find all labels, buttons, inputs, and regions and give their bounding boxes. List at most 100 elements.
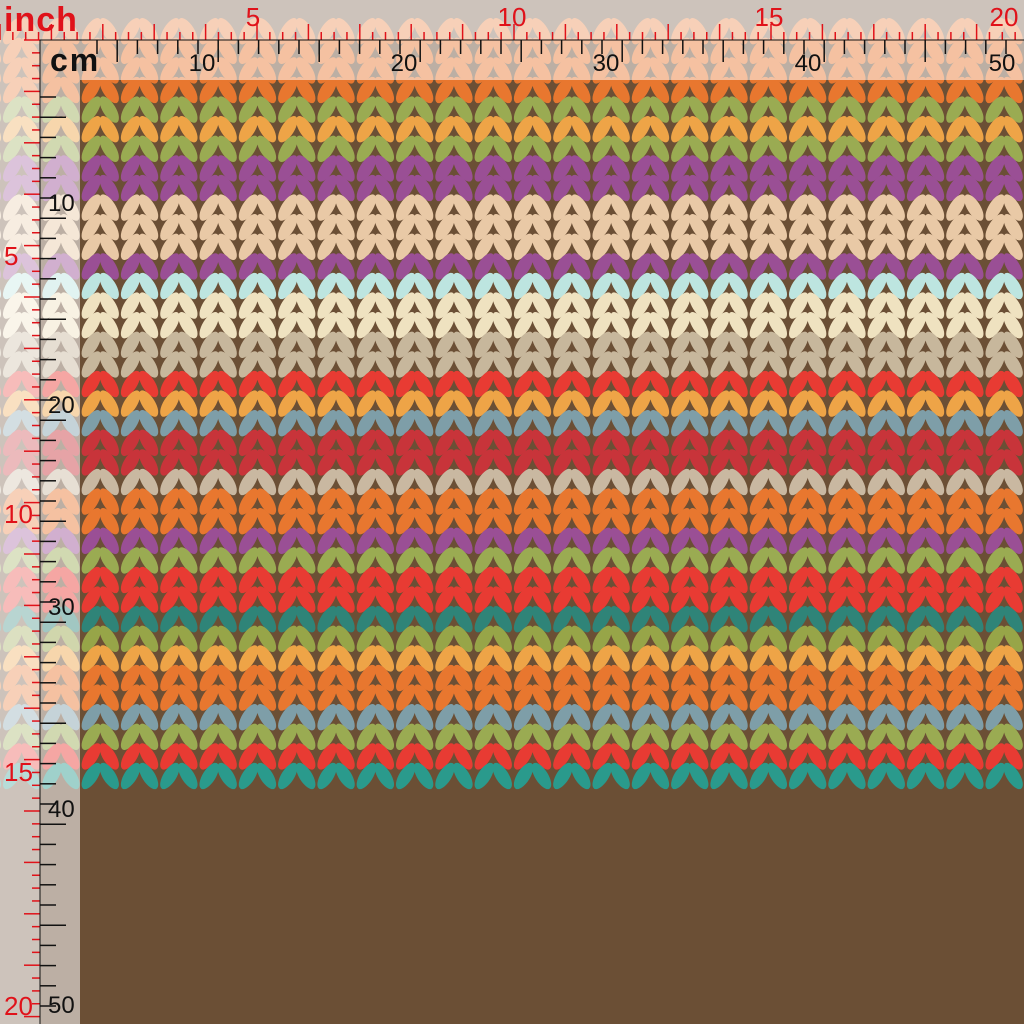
- knit-stitch-half: [767, 410, 788, 437]
- knit-stitch-half: [906, 135, 927, 162]
- knit-stitch-half: [120, 508, 141, 535]
- knit-stitch-half: [474, 312, 494, 339]
- knit-stitch-half: [689, 253, 709, 280]
- knit-stitch-half: [671, 429, 691, 456]
- knit-stitch-half: [867, 76, 887, 104]
- knit-stitch-half: [828, 233, 848, 260]
- knit-stitch-half: [238, 312, 259, 339]
- knit-stitch-half: [120, 272, 141, 300]
- knit-stitch-half: [828, 214, 848, 241]
- knit-stitch-half: [806, 214, 827, 241]
- knit-stitch-half: [217, 233, 237, 260]
- knit-stitch-half: [649, 449, 670, 476]
- knit-stitch-half: [631, 272, 652, 300]
- knit-stitch-half: [317, 488, 337, 515]
- knit-stitch-half: [610, 449, 630, 476]
- knit-stitch-half: [1003, 312, 1023, 339]
- knit-stitch-half: [828, 429, 848, 456]
- knit-stitch-half: [178, 116, 198, 143]
- knit-stitch-half: [435, 214, 455, 241]
- knit-stitch-half: [846, 312, 866, 339]
- knit-stitch-half: [592, 76, 612, 104]
- knit-stitch-half: [413, 194, 434, 221]
- knit-stitch-half: [160, 96, 180, 123]
- knit-stitch-half: [946, 390, 966, 417]
- knit-stitch-half: [199, 155, 219, 182]
- knit-stitch-half: [296, 331, 316, 358]
- knit-stitch-half: [199, 429, 219, 456]
- knit-stitch-half: [199, 468, 219, 496]
- knit-stitch-half: [492, 410, 512, 437]
- knit-stitch-half: [806, 508, 827, 535]
- knit-stitch-half: [453, 508, 473, 535]
- knit-stitch-half: [964, 468, 984, 496]
- knit-stitch-half: [671, 312, 691, 339]
- knit-stitch-half: [553, 566, 573, 594]
- knit-stitch-half: [788, 312, 809, 339]
- knit-stitch-half: [867, 370, 887, 398]
- knit-stitch-half: [553, 214, 573, 241]
- knit-stitch-half: [256, 253, 277, 280]
- knit-stitch-half: [395, 194, 416, 221]
- knit-stitch-half: [81, 468, 101, 496]
- knit-stitch-half: [296, 410, 316, 437]
- knit-stitch-half: [492, 253, 512, 280]
- knit-stitch-half: [906, 155, 927, 182]
- knit-stitch-half: [138, 155, 159, 182]
- knit-stitch-half: [828, 331, 848, 358]
- knit-stitch-half: [513, 214, 534, 241]
- knit-stitch-half: [278, 449, 298, 476]
- knit-stitch-half: [335, 429, 355, 456]
- knit-stitch-half: [138, 586, 159, 613]
- knit-stitch-half: [689, 312, 709, 339]
- knit-stitch-half: [138, 508, 159, 535]
- knit-stitch-half: [749, 527, 770, 554]
- knit-stitch-half: [317, 370, 337, 398]
- knit-stitch-half: [81, 390, 101, 417]
- knit-stitch-half: [356, 116, 377, 143]
- knit-stitch-half: [317, 116, 337, 143]
- knit-stitch-half: [671, 370, 691, 398]
- knit-stitch-half: [217, 390, 237, 417]
- knit-stitch-half: [885, 272, 905, 300]
- knit-stitch-half: [513, 312, 534, 339]
- knit-stitch-half: [81, 155, 101, 182]
- knit-stitch-half: [671, 135, 691, 162]
- knit-stitch-half: [531, 253, 552, 280]
- knit-stitch-half: [885, 527, 905, 554]
- knit-stitch-half: [631, 429, 652, 456]
- knit-stitch-half: [138, 76, 159, 104]
- knit-stitch-half: [395, 351, 416, 378]
- knit-stitch-half: [1003, 468, 1023, 496]
- knit-stitch-half: [374, 116, 395, 143]
- knit-stitch-half: [710, 96, 730, 123]
- knit-stitch-half: [256, 508, 277, 535]
- knit-row: [0, 116, 1023, 143]
- knit-stitch-half: [767, 566, 788, 594]
- knit-stitch-half: [374, 96, 395, 123]
- knit-stitch-half: [553, 390, 573, 417]
- knit-stitch-half: [885, 410, 905, 437]
- knit-stitch-half: [689, 155, 709, 182]
- knit-stitch-half: [335, 468, 355, 496]
- knit-stitch-half: [160, 194, 180, 221]
- knit-stitch-half: [278, 429, 298, 456]
- knit-stitch-half: [689, 429, 709, 456]
- knit-stitch-half: [278, 351, 298, 378]
- knit-stitch-half: [435, 508, 455, 535]
- knit-stitch-half: [199, 390, 219, 417]
- knit-stitch-half: [99, 331, 119, 358]
- knit-stitch-half: [238, 331, 259, 358]
- knit-stitch-half: [435, 547, 455, 574]
- cm-left-label-40: 40: [48, 796, 75, 823]
- knit-stitch-half: [238, 488, 259, 515]
- knit-stitch-half: [964, 370, 984, 398]
- knit-stitch-half: [767, 272, 788, 300]
- knit-stitch-half: [946, 272, 966, 300]
- knit-stitch-half: [317, 292, 337, 319]
- knit-stitch-half: [99, 508, 119, 535]
- knit-stitch-half: [610, 566, 630, 594]
- knit-stitch-half: [531, 449, 552, 476]
- knit-stitch-half: [238, 96, 259, 123]
- knit-stitch-half: [356, 253, 377, 280]
